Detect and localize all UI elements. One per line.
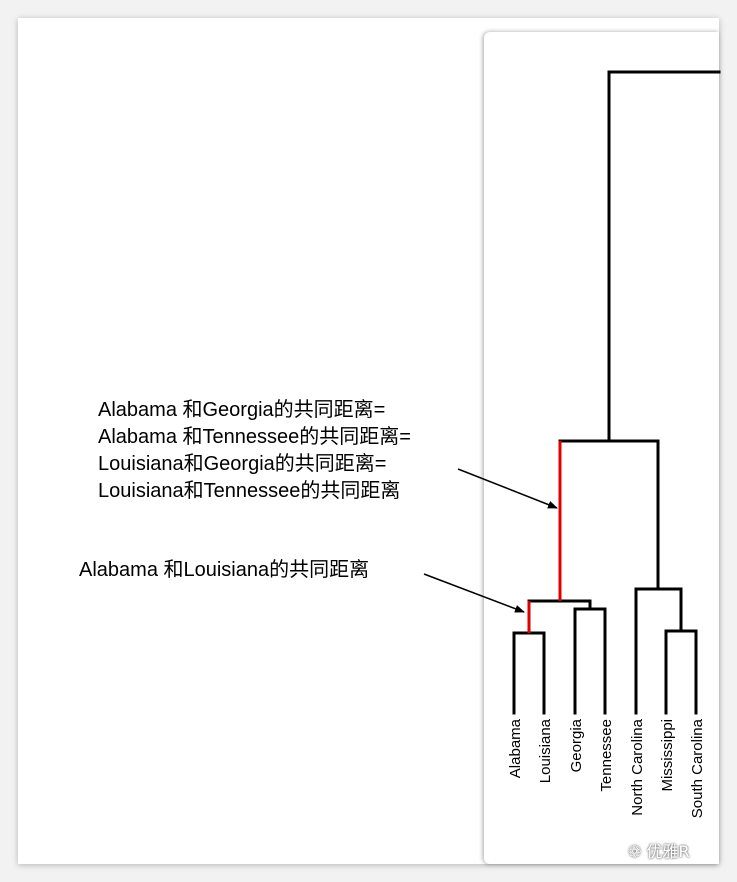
arrow-to-lower-join — [423, 573, 525, 613]
branch-root — [607, 70, 721, 443]
leaf-label-alabama: Alabama — [507, 718, 524, 778]
watermark: ❁ 优雅R — [628, 838, 690, 862]
annotation-top-line-3: Louisiana和Georgia的共同距离= — [98, 453, 387, 475]
annotation-top-line-4: Louisiana和Tennessee的共同距离 — [98, 480, 401, 502]
branch-mississippi-south-carolina — [664, 629, 698, 715]
branch-alabama-louisiana — [512, 631, 546, 715]
annotation-bottom: Alabama 和Louisiana的共同距离 — [79, 559, 370, 581]
annotation-top-line-1: Alabama 和Georgia的共同距离= — [98, 399, 386, 421]
leaf-label-north-carolina: North Carolina — [629, 718, 646, 815]
leaf-label-louisiana: Louisiana — [537, 718, 554, 783]
dendrogram-panel — [484, 32, 719, 864]
branch-southern-four — [527, 599, 592, 635]
leaf-label-mississippi: Mississippi — [659, 719, 676, 792]
branch-georgia-tennessee — [573, 607, 607, 715]
watermark-text: 优雅R — [646, 842, 690, 861]
branch-upper-join — [558, 439, 660, 603]
annotation-top-line-2: Alabama 和Tennessee的共同距离= — [98, 426, 411, 448]
branch-north-carolina — [634, 587, 683, 715]
leaf-label-georgia: Georgia — [568, 718, 585, 772]
arrow-to-upper-join — [457, 468, 558, 509]
annotation-top: Alabama 和Georgia的共同距离= Alabama 和Tennesse… — [98, 397, 411, 505]
wechat-icon: ❁ — [628, 842, 642, 861]
leaf-label-tennessee: Tennessee — [598, 719, 615, 792]
leaf-label-south-carolina: South Carolina — [689, 718, 706, 818]
